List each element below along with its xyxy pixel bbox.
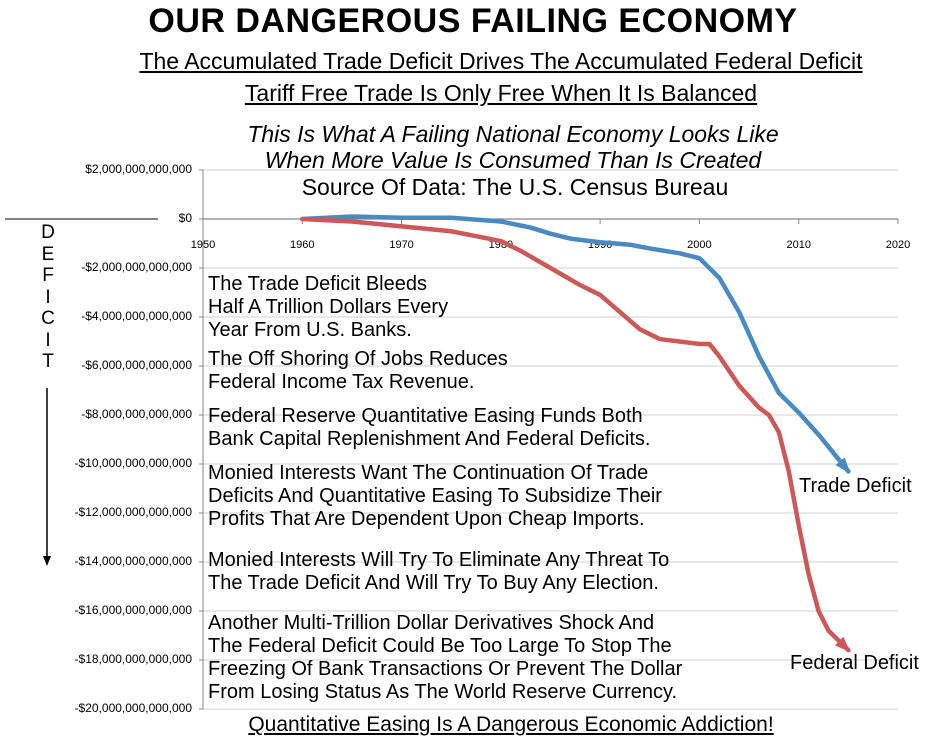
trade-deficit-arrowhead: [835, 457, 851, 474]
y-tick-label: -$16,000,000,000,000: [74, 603, 192, 617]
trade-deficit-line: [300, 214, 851, 474]
federal-deficit-line: [300, 216, 851, 653]
y-tick-label: $2,000,000,000,000: [85, 162, 192, 176]
y-tick-label: $0: [178, 211, 192, 225]
y-tick-label: -$20,000,000,000,000: [74, 701, 192, 715]
italic-heading-value-consumed: When More Value Is Consumed Than Is Crea…: [264, 147, 762, 173]
note-offshoring-jobs: The Off Shoring Of Jobs Reduces Federal …: [208, 348, 508, 393]
y-tick-label: -$4,000,000,000,000: [81, 309, 192, 323]
y-tick-label: -$8,000,000,000,000: [81, 407, 192, 421]
legend-label-federal-deficit: Federal Deficit: [790, 652, 919, 674]
x-tick-label: 2010: [786, 239, 810, 251]
y-tick-label: -$18,000,000,000,000: [74, 652, 192, 666]
deficit-vertical-letter: E: [41, 243, 55, 265]
subtitle-trade-drives-federal: The Accumulated Trade Deficit Drives The…: [139, 48, 863, 74]
note-trade-deficit-bleeds: The Trade Deficit Bleeds Half A Trillion…: [208, 273, 449, 341]
deficit-vertical-letter: F: [42, 265, 54, 286]
x-tick-label: 1950: [191, 239, 215, 251]
federal-deficit-arrowhead: [834, 636, 851, 653]
note-monied-interests-want: Monied Interests Want The Continuation O…: [208, 462, 662, 530]
deficit-vertical-letter: I: [45, 329, 51, 351]
note-quantitative-easing-funds: Federal Reserve Quantitative Easing Fund…: [208, 405, 651, 450]
subtitle-tariff-free-trade: Tariff Free Trade Is Only Free When It I…: [244, 80, 758, 106]
note-derivatives-shock: Another Multi-Trillion Dollar Derivative…: [208, 612, 683, 703]
y-tick-label: -$6,000,000,000,000: [81, 358, 192, 372]
y-tick-label: -$2,000,000,000,000: [81, 260, 192, 274]
deficit-vertical-letter: D: [41, 222, 55, 243]
deficit-vertical-letter: T: [42, 351, 54, 372]
x-tick-label: 2020: [886, 239, 910, 251]
data-source-label: Source Of Data: The U.S. Census Bureau: [301, 174, 729, 200]
x-tick-label: 2000: [687, 239, 711, 251]
footer-quantitative-easing-warning: Quantitative Easing Is A Dangerous Econo…: [248, 713, 774, 736]
x-tick-label: 1970: [389, 239, 413, 251]
y-tick-label: -$10,000,000,000,000: [74, 456, 192, 470]
deficit-vertical-letter: C: [41, 308, 55, 329]
y-tick-label: -$14,000,000,000,000: [74, 554, 192, 568]
y-tick-label: -$12,000,000,000,000: [74, 505, 192, 519]
x-tick-label: 1960: [290, 239, 314, 251]
legend-label-trade-deficit: Trade Deficit: [799, 475, 912, 497]
italic-heading-failing-economy: This Is What A Failing National Economy …: [247, 121, 779, 147]
deficit-vertical-letter: I: [45, 286, 51, 308]
note-monied-interests-election: Monied Interests Will Try To Eliminate A…: [208, 549, 670, 594]
chart-title: OUR DANGEROUS FAILING ECONOMY: [148, 2, 798, 40]
deficit-arrow-head: [43, 556, 51, 566]
